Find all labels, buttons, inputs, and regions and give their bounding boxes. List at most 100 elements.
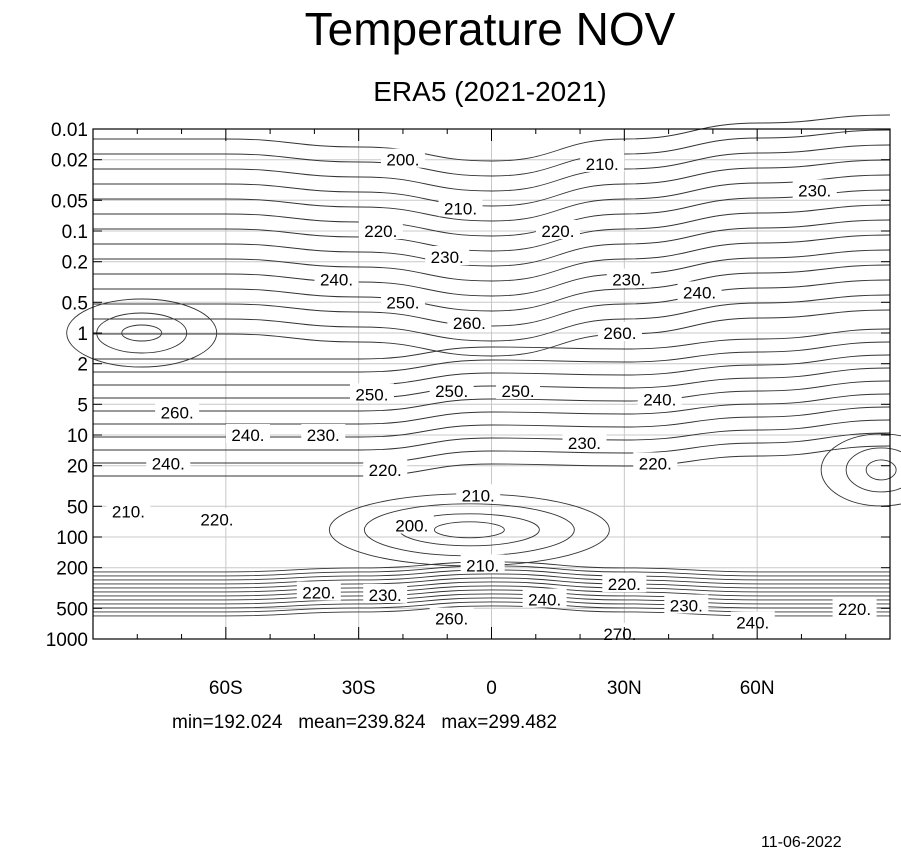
contour-line (92, 144, 891, 192)
contour-label-bg (580, 152, 625, 172)
contour-label: 200. (386, 151, 419, 170)
y-tick-label: 0.05 (51, 191, 88, 212)
y-tick-label: 0.1 (62, 222, 88, 243)
contour-label: 220. (608, 575, 641, 594)
contour-label-bg (225, 424, 270, 443)
contour-label-bg (637, 388, 682, 408)
y-tick-label: 0.2 (62, 253, 88, 274)
contour-line (92, 294, 891, 342)
contour-label-bg (522, 588, 567, 608)
contour-label: 200. (395, 516, 428, 535)
contour-label: 210. (586, 155, 619, 174)
y-tick-label: 0.5 (62, 293, 88, 314)
chart-subtitle: ERA5 (2021-2021) (373, 76, 607, 107)
contour-line (93, 234, 891, 282)
x-tick-label: 60N (740, 678, 775, 699)
contour-label-bg (349, 383, 394, 403)
contour-label-bg (429, 607, 474, 627)
y-tick-label: 20 (67, 457, 88, 478)
contour-label: 220. (369, 461, 402, 480)
x-tick-label: 30N (607, 678, 642, 699)
y-tick-label: 10 (67, 426, 88, 447)
contour-label: 230. (568, 434, 601, 453)
contour-label-bg (535, 220, 580, 239)
x-axis-labels: 60S 30S 0 30N 60N (209, 678, 775, 699)
chart-title: Temperature NOV (304, 3, 676, 55)
date-stamp: 11-06-2022 (761, 834, 842, 851)
contour-label: 210. (112, 502, 145, 521)
contour-label-bg (447, 312, 492, 332)
contour-label: 230. (670, 597, 703, 616)
contour-line (93, 189, 891, 237)
contour-line (93, 309, 891, 357)
contour-line (93, 354, 891, 386)
contour-label: 230. (307, 426, 340, 445)
contour-label-bg (832, 598, 877, 618)
contour-label-bg (358, 220, 403, 239)
contour-line (93, 264, 891, 312)
stats-line: min=192.024 mean=239.824 max=299.482 (172, 712, 558, 733)
contour-oval (121, 324, 163, 342)
contour-oval (865, 459, 897, 481)
contour-label: 220. (541, 222, 574, 241)
contour-label: 260. (435, 610, 468, 629)
contour-label: 260. (603, 324, 636, 343)
contour-line (93, 589, 890, 601)
contour-label: 210. (466, 556, 499, 575)
contour-label-bg (792, 179, 837, 199)
contour-label-bg (425, 246, 470, 266)
contour-label-bg (460, 554, 505, 574)
contour-line (92, 419, 891, 451)
contour-label-bg (664, 594, 709, 614)
contour-label-bg (363, 583, 408, 603)
contour-label-bg (496, 379, 541, 399)
x-tick-label: 0 (486, 678, 497, 699)
contour-label-bg (438, 197, 483, 217)
contour-label-bg (301, 424, 346, 443)
contour-label-bg (597, 322, 642, 341)
contour-labels: 200. 210. 230. 210. 220. 220. 230. 240. 230. 240.… (106, 148, 877, 644)
contour-label-bg (562, 432, 607, 452)
contour-label: 230. (798, 181, 831, 200)
contour-label: 230. (369, 586, 402, 605)
contour-oval (66, 298, 218, 368)
contour-label-bg (380, 148, 425, 168)
contour-label-bg (146, 452, 191, 472)
contour-label-bg (606, 268, 651, 288)
y-tick-label: 1000 (46, 630, 88, 651)
contour-label-bg (597, 622, 642, 642)
axis-ticks (93, 128, 890, 640)
y-tick-label: 50 (67, 497, 88, 518)
contour-label-bg (456, 484, 501, 504)
y-tick-label: 1 (77, 324, 88, 345)
contour-label: 250. (386, 293, 419, 312)
contour-line (92, 279, 891, 327)
contour-line (93, 581, 890, 593)
contour-label-bg (677, 281, 722, 301)
contour-line (93, 406, 891, 438)
contour-line (92, 204, 891, 252)
contour-line (93, 114, 891, 162)
contour-label: 240. (528, 591, 561, 610)
contour-label-bg (389, 514, 434, 534)
contour-label: 270. (603, 625, 636, 644)
contour-label: 240. (152, 454, 185, 473)
y-tick-label: 200 (56, 559, 88, 580)
contour-label: 260. (161, 403, 194, 422)
contour-label: 240. (683, 283, 716, 302)
contour-line (93, 159, 891, 207)
contour-label: 220. (364, 222, 397, 241)
contour-line (92, 585, 890, 597)
contour-label: 250. (435, 382, 468, 401)
contour-line (93, 393, 891, 425)
contour-label-bg (602, 573, 647, 593)
contour-line (93, 432, 891, 464)
contour-label: 220. (200, 510, 233, 529)
contour-label: 230. (612, 271, 645, 290)
contour-label-bg (314, 268, 359, 288)
contour-label: 240. (643, 391, 676, 410)
y-axis-labels: 0.01 0.02 0.05 0.1 0.2 0.5 1 2 5 10 20 50 100 200 500 1… (46, 120, 88, 651)
contour-oval (433, 521, 505, 539)
contour-label-bg (155, 401, 200, 421)
contour-label: 210. (462, 486, 495, 505)
